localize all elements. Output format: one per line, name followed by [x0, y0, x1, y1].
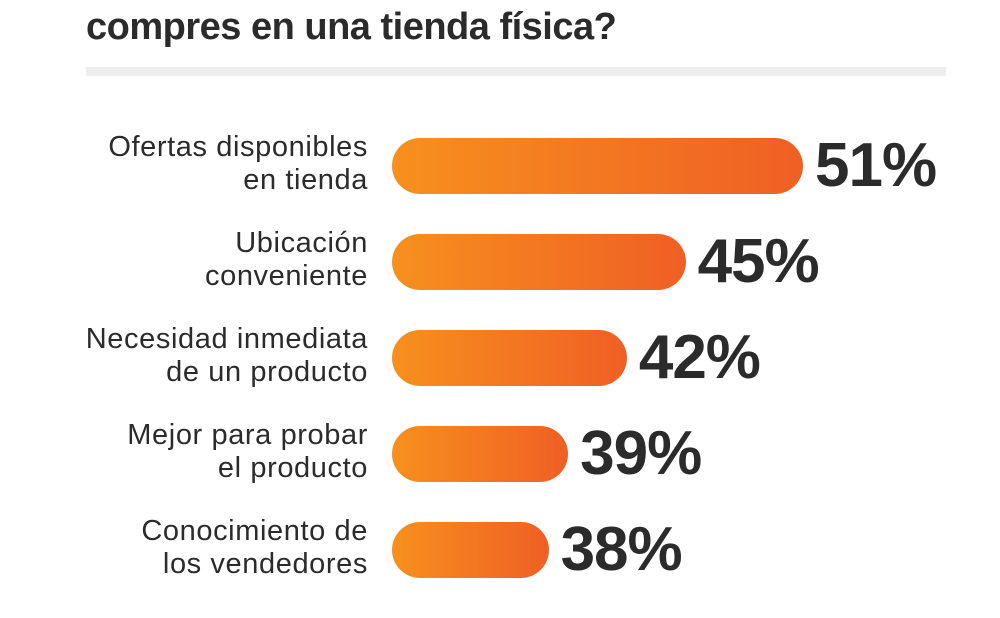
value-label: 42% [638, 323, 761, 392]
bar [392, 522, 549, 578]
category-label-line: Conocimiento de [141, 515, 368, 547]
bar [392, 330, 627, 386]
bar-row: Necesidad inmediata de un producto 42% [0, 323, 1000, 426]
category-label-line: Mejor para probar [127, 419, 368, 451]
category-label-line: el producto [217, 452, 368, 484]
bar-row: Ubicación conveniente 45% [0, 227, 1000, 330]
category-label-line: de un producto [166, 356, 368, 388]
category-label: Conocimiento de los vendedores [28, 515, 368, 581]
category-label: Ubicación conveniente [28, 227, 368, 293]
category-label: Necesidad inmediata de un producto [28, 323, 368, 389]
bar-row: Mejor para probar el producto 39% [0, 419, 1000, 522]
chart-title: compres en una tienda física? [86, 6, 617, 48]
category-label-line: en tienda [243, 164, 368, 196]
bar [392, 234, 686, 290]
bar [392, 138, 803, 194]
value-label: 45% [697, 227, 820, 296]
category-label-line: Ubicación [235, 227, 368, 259]
category-label-line: conveniente [205, 260, 368, 292]
value-label: 51% [815, 131, 937, 200]
category-label: Ofertas disponibles en tienda [28, 131, 368, 197]
bar-row: Ofertas disponibles en tienda 51% [0, 131, 1000, 234]
category-label-line: Ofertas disponibles [108, 131, 368, 163]
value-label: 38% [560, 515, 683, 584]
bar-row: Conocimiento de los vendedores 38% [0, 515, 1000, 618]
category-label-line: los vendedores [162, 548, 368, 580]
bar [392, 426, 569, 482]
title-divider [86, 67, 946, 76]
value-label: 39% [580, 419, 702, 488]
category-label-line: Necesidad inmediata [85, 323, 368, 355]
category-label: Mejor para probar el producto [28, 419, 368, 485]
